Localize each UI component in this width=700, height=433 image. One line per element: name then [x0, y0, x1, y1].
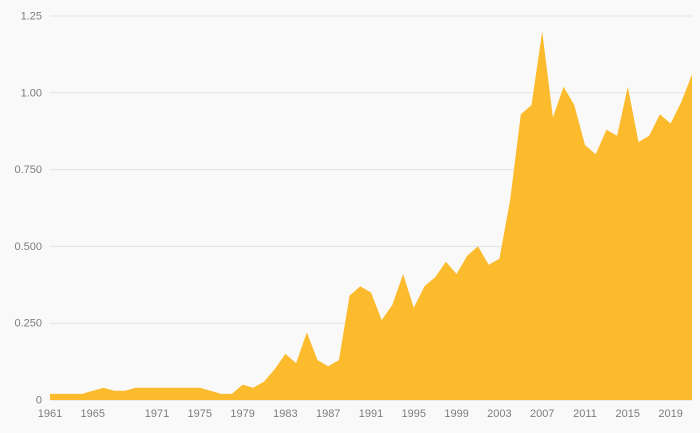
- area-series: [50, 31, 692, 401]
- x-tick-label: 1979: [230, 408, 254, 420]
- y-tick-label: 1.25: [21, 11, 42, 23]
- x-tick-label: 1991: [359, 408, 383, 420]
- x-tick-label: 1987: [316, 408, 340, 420]
- x-tick-label: 1999: [444, 408, 468, 420]
- x-tick-label: 2011: [573, 408, 597, 420]
- x-tick-label: 1971: [145, 408, 169, 420]
- x-tick-label: 1995: [402, 408, 426, 420]
- x-tick-label: 1975: [188, 408, 212, 420]
- x-tick-label: 2015: [616, 408, 640, 420]
- y-tick-label: 0: [36, 395, 42, 407]
- y-tick-label: 0.500: [14, 241, 42, 253]
- y-tick-label: 0.250: [14, 318, 42, 330]
- x-tick-label: 1983: [273, 408, 297, 420]
- x-tick-label: 2007: [530, 408, 554, 420]
- x-tick-label: 1965: [81, 408, 105, 420]
- x-tick-label: 1961: [38, 408, 62, 420]
- y-tick-label: 1.00: [21, 87, 42, 99]
- x-tick-label: 2003: [487, 408, 511, 420]
- y-tick-label: 0.750: [14, 164, 42, 176]
- x-tick-label: 2019: [658, 408, 682, 420]
